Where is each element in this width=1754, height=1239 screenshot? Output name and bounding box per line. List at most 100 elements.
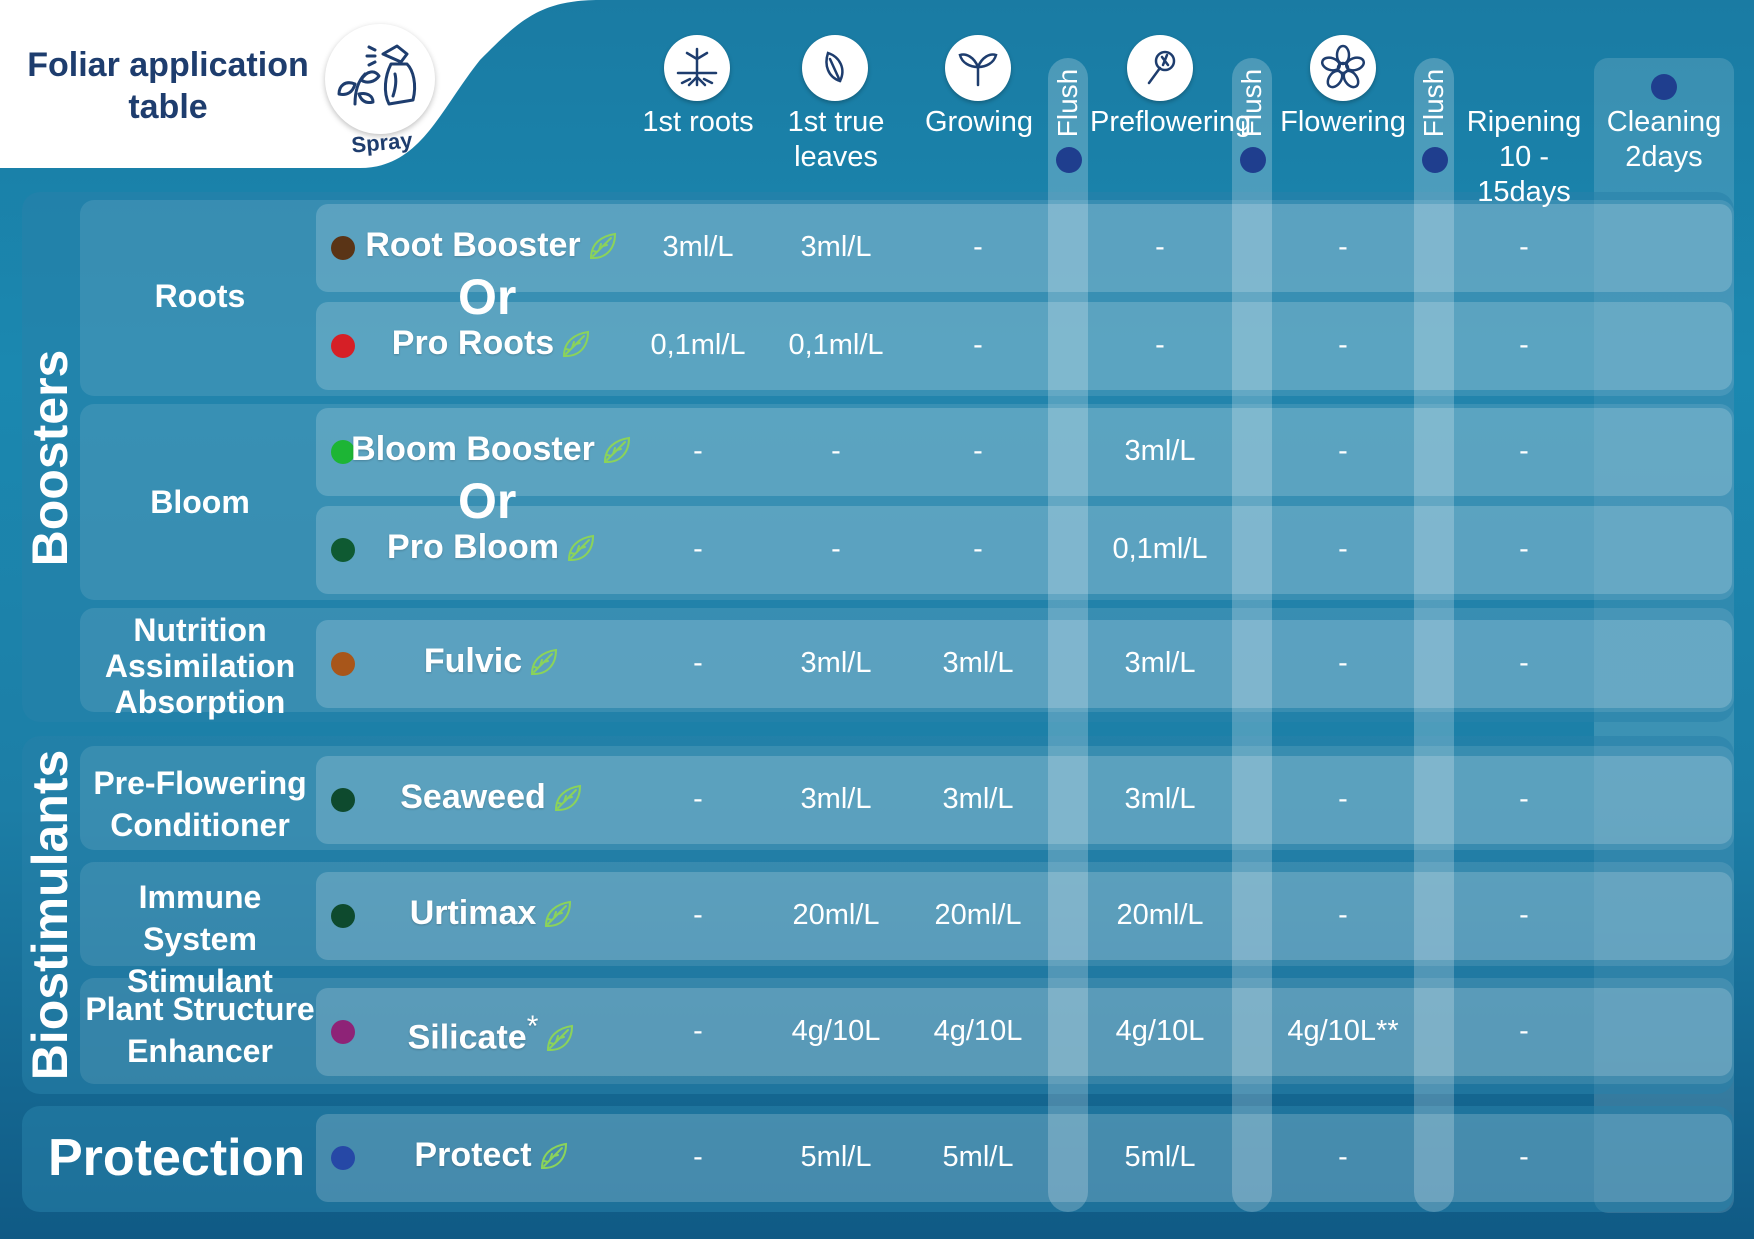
sprout-icon <box>945 35 1011 101</box>
category-bloom: Bloom <box>150 484 250 520</box>
dose-cell: - <box>693 899 703 931</box>
dose-cell: - <box>693 783 703 815</box>
leaf-icon <box>563 330 590 358</box>
product-dot <box>331 236 355 260</box>
dose-cell: - <box>693 533 703 565</box>
product-name: Silicate* <box>332 1010 652 1057</box>
product-name-text: Fulvic <box>423 642 523 680</box>
dose-cell: 3ml/L <box>662 231 734 263</box>
dose-cell: - <box>1519 533 1529 565</box>
dose-cell: - <box>1519 647 1529 679</box>
section-biostimulants: Biostimulants <box>22 749 78 1081</box>
dose-cell: 3ml/L <box>1124 783 1196 815</box>
product-name-text: Urtimax <box>409 894 537 932</box>
dose-cell: - <box>1338 899 1348 931</box>
dose-cell: 20ml/L <box>934 899 1022 931</box>
dose-cell: - <box>831 435 841 467</box>
col-head-preflowering: Preflowering <box>1090 106 1252 138</box>
organic-leaf-icon <box>563 528 597 566</box>
flush-dot-3 <box>1422 147 1448 173</box>
dose-cell: 3ml/L <box>800 783 872 815</box>
product-dot <box>331 1146 355 1170</box>
dose-cell: - <box>1519 783 1529 815</box>
organic-leaf-icon <box>540 894 574 932</box>
flush-label-1: Flush <box>1052 68 1083 138</box>
category-nutrition: Nutrition Assimilation Absorption <box>104 612 296 720</box>
boosters-panel <box>22 192 1734 722</box>
flower-icon <box>1310 35 1376 101</box>
dose-cell: - <box>1338 329 1348 361</box>
dose-cell: 5ml/L <box>800 1141 872 1173</box>
product-name: Bloom Booster <box>332 430 652 469</box>
leaf-icon <box>802 35 868 101</box>
product-name-text: Pro Roots <box>391 324 555 362</box>
organic-leaf-icon <box>599 430 633 468</box>
dose-cell: - <box>693 1141 703 1173</box>
row-bar-pro-roots <box>316 302 1732 390</box>
or-label-bloom: Or <box>458 473 517 529</box>
organic-leaf-icon <box>542 1018 576 1056</box>
col-head-1st-true-leaves: 1st true leaves <box>787 106 885 173</box>
dose-cell: - <box>1519 1141 1529 1173</box>
category-roots: Roots <box>154 278 246 314</box>
product-dot <box>331 788 355 812</box>
product-name-text: Bloom Booster <box>351 430 595 468</box>
col-head-ripening: Ripening 10 - 15days <box>1466 106 1582 208</box>
dose-cell: - <box>693 435 703 467</box>
organic-leaf-icon <box>536 1136 570 1174</box>
category-plant-structure: Plant Structure Enhancer <box>85 991 315 1069</box>
biostimulants-panel <box>22 736 1734 1094</box>
dose-cell: 4g/10L <box>1115 1015 1205 1047</box>
page-title: Foliar application table <box>18 44 318 128</box>
product-dot <box>331 440 355 464</box>
leaf-icon <box>540 1142 567 1170</box>
row-bar-urtimax <box>316 872 1732 960</box>
leaf-icon <box>531 648 558 676</box>
dose-cell: 0,1ml/L <box>788 329 884 361</box>
dose-cell: - <box>973 435 983 467</box>
dose-cell: 4g/10L <box>791 1015 881 1047</box>
dose-cell: - <box>1519 435 1529 467</box>
product-name: Protect <box>332 1136 652 1175</box>
category-preflowering-conditioner: Pre-Flowering Conditioner <box>93 765 307 843</box>
row-bar-root-booster <box>316 204 1732 292</box>
row-bar-seaweed <box>316 756 1732 844</box>
flush-label-3: Flush <box>1418 68 1449 138</box>
dose-cell: 3ml/L <box>800 647 872 679</box>
row-bar-pro-bloom <box>316 506 1732 594</box>
dose-cell: - <box>693 1015 703 1047</box>
dose-cell: - <box>693 647 703 679</box>
dose-cell: - <box>1338 435 1348 467</box>
section-boosters: Boosters <box>22 349 78 567</box>
product-dot <box>331 538 355 562</box>
roots-group <box>80 200 1734 396</box>
flush-column-2 <box>1232 58 1272 1212</box>
title-line-2: table <box>128 88 208 126</box>
leaf-icon <box>547 1025 574 1052</box>
leaf-icon <box>567 534 594 562</box>
organic-leaf-icon <box>526 642 560 680</box>
dose-cell: - <box>973 231 983 263</box>
dose-cell: 3ml/L <box>800 231 872 263</box>
product-name: Root Booster <box>332 226 652 265</box>
preflowering-group <box>80 746 1734 850</box>
product-dot <box>331 1020 355 1044</box>
title-card <box>0 0 600 168</box>
leaf-icon <box>554 784 581 812</box>
nutrition-group <box>80 608 1734 712</box>
dose-cell: - <box>1155 231 1165 263</box>
flush-dot-1 <box>1056 147 1082 173</box>
col-head-1st-roots: 1st roots <box>642 106 754 138</box>
col-head-growing: Growing <box>925 106 1033 138</box>
dose-cell: 3ml/L <box>942 647 1014 679</box>
product-name-text: Seaweed <box>400 778 546 816</box>
organic-leaf-icon <box>550 778 584 816</box>
dose-cell: 5ml/L <box>1124 1141 1196 1173</box>
dose-cell: - <box>1338 533 1348 565</box>
flush-column-3 <box>1414 58 1454 1212</box>
dose-cell: - <box>973 329 983 361</box>
dose-cell: 0,1ml/L <box>650 329 746 361</box>
dose-cell: - <box>1338 783 1348 815</box>
or-label-roots: Or <box>458 269 517 325</box>
dose-cell: 4g/10L <box>933 1015 1023 1047</box>
